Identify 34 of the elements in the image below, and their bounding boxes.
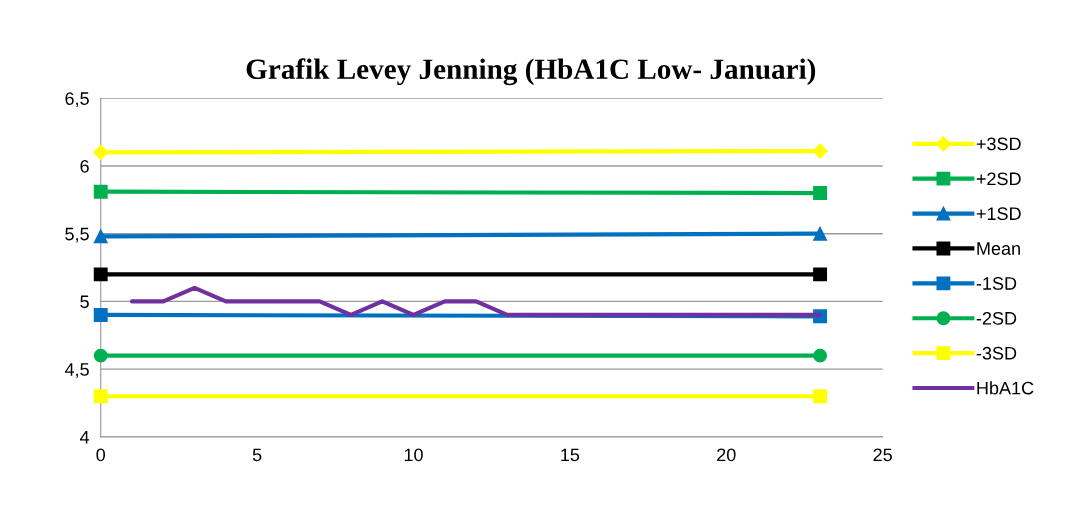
- point: [93, 308, 108, 322]
- legend-label: -1SD: [976, 277, 1017, 290]
- chart-title: Grafik Levey Jenning (HbA1C Low- Januari): [246, 58, 816, 86]
- legend-label: +3SD: [976, 137, 1021, 151]
- y-tick-label: 6,5: [65, 92, 89, 108]
- x-tick-label: 0: [96, 448, 106, 462]
- legend-label: -3SD: [976, 346, 1017, 360]
- point: [813, 186, 828, 200]
- legend-label: +1SD: [976, 207, 1021, 221]
- point: [812, 143, 828, 159]
- x-tick-label: 10: [404, 448, 423, 462]
- point: [93, 184, 108, 199]
- x-tick-label: 15: [561, 448, 580, 462]
- point: [93, 389, 108, 404]
- point: [93, 348, 108, 363]
- y-tick-label: 5,5: [65, 227, 89, 243]
- point: [93, 229, 108, 244]
- legend-label: Mean: [977, 242, 1020, 255]
- point: [813, 226, 828, 241]
- legend-label: -2SD: [976, 311, 1017, 325]
- y-tick-label: 4: [79, 430, 90, 444]
- y-tick-label: 5: [80, 295, 89, 309]
- point: [93, 267, 108, 282]
- y-tick-label: 6: [80, 159, 89, 173]
- point: [813, 389, 828, 404]
- point: [813, 267, 828, 282]
- x-tick-label: 20: [717, 448, 736, 462]
- legend-label: +2SD: [976, 172, 1021, 186]
- y-tick-label: 4,5: [64, 363, 89, 378]
- point: [93, 144, 109, 160]
- point: [813, 348, 828, 363]
- x-tick-label: 5: [252, 448, 262, 462]
- legend-label: HbA1C: [977, 381, 1034, 395]
- x-tick-label: 25: [873, 448, 892, 462]
